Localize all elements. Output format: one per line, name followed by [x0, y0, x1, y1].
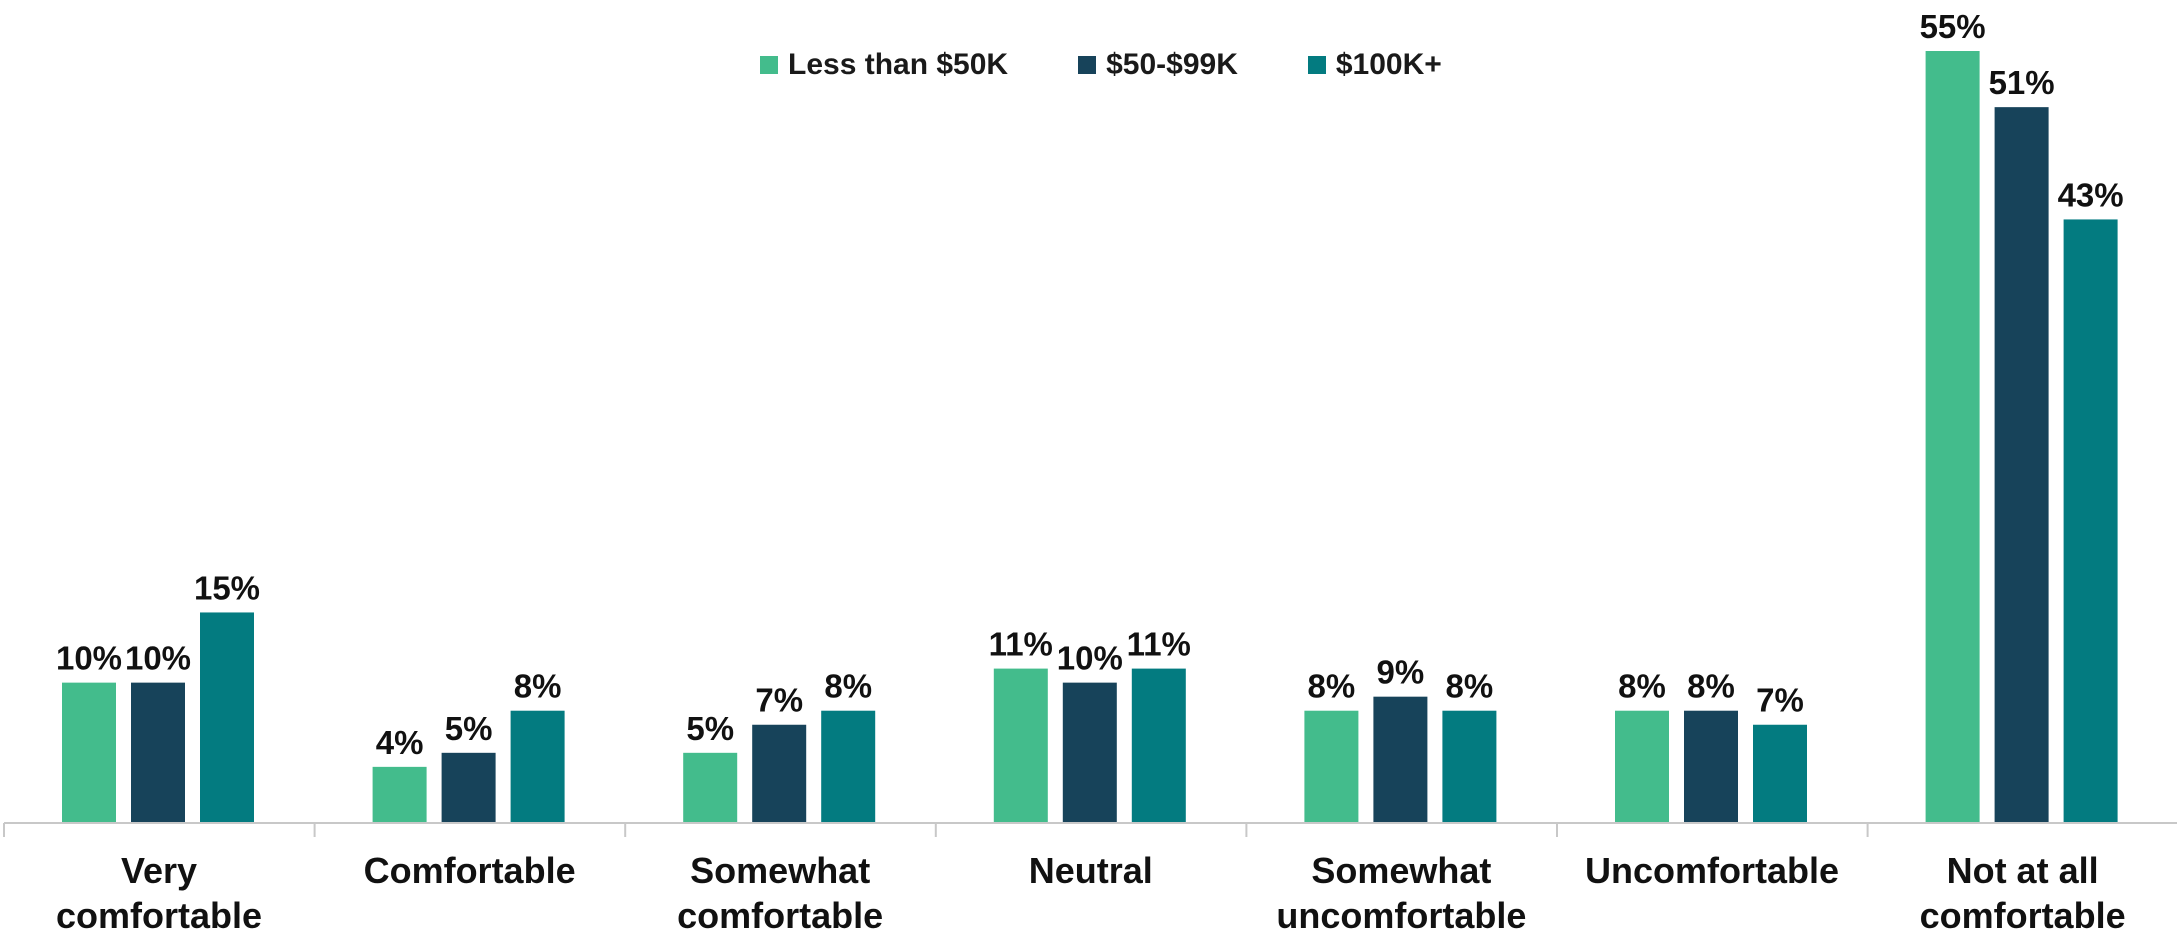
bar	[2063, 219, 2118, 823]
category-tick-label: Not at all comfortable	[1919, 850, 2126, 936]
data-label: 8%	[1308, 668, 1356, 705]
x-axis	[3, 822, 2177, 837]
bars-group	[62, 51, 2118, 824]
bar	[510, 710, 565, 823]
bar	[62, 682, 116, 823]
bar	[821, 710, 876, 823]
bar	[1615, 710, 1669, 823]
bar	[1442, 710, 1497, 823]
data-label: 4%	[376, 724, 424, 761]
bar	[683, 752, 738, 823]
bar	[1684, 710, 1738, 823]
data-label: 10%	[125, 640, 191, 677]
data-label: 9%	[1377, 654, 1425, 691]
bar	[1994, 107, 2049, 824]
legend-item-100k-plus: $100K+	[1307, 48, 1442, 82]
data-label: 8%	[824, 668, 872, 705]
data-label: 11%	[989, 626, 1053, 663]
data-label: 10%	[56, 640, 122, 677]
bar	[752, 724, 807, 823]
legend-item-50-99k: $50-$99K	[1078, 48, 1238, 82]
data-label: 8%	[1446, 668, 1494, 705]
category-tick-label: Somewhat uncomfortable	[1276, 850, 1527, 936]
bar	[1753, 724, 1807, 823]
legend-swatch	[1078, 56, 1097, 74]
bar	[441, 752, 496, 823]
data-label: 8%	[1687, 668, 1735, 705]
data-label: 7%	[755, 682, 803, 719]
category-tick-label: Uncomfortable	[1584, 850, 1840, 891]
legend-label: Less than $50K	[788, 48, 1009, 81]
category-tick-label: Neutral	[1028, 850, 1153, 891]
data-label: 51%	[1989, 64, 2055, 101]
bar	[1062, 682, 1117, 823]
data-label: 7%	[1756, 682, 1804, 719]
data-label: 11%	[1127, 626, 1191, 663]
legend-item-less-than-50k: Less than $50K	[760, 48, 1008, 82]
bar	[1373, 696, 1428, 823]
bar	[1304, 710, 1359, 823]
bar	[1925, 51, 1980, 823]
category-tick-label: Somewhat comfortable	[677, 850, 884, 936]
data-label: 5%	[686, 710, 734, 747]
bar	[993, 668, 1048, 823]
legend-swatch	[760, 56, 778, 74]
data-label: 43%	[2058, 176, 2124, 213]
legend-swatch	[1307, 56, 1326, 74]
category-tick-label: Comfortable	[363, 850, 576, 891]
data-label: 55%	[1920, 8, 1986, 45]
data-labels-group: 10% 10%15%4% 5%8%5%7% 8%11% 10% 11%8% 9% 8% 8% 8%…	[56, 8, 2124, 761]
bar	[200, 612, 254, 823]
bar	[372, 766, 427, 823]
data-label: 8%	[514, 668, 562, 705]
data-label: 10%	[1057, 640, 1123, 677]
legend-label: $100K+	[1335, 48, 1442, 81]
category-tick-label: Very comfortable	[55, 850, 263, 936]
data-label: 5%	[445, 710, 493, 747]
legend: Less than $50K $50-$99K $100K+	[760, 48, 1442, 82]
legend-label: $50-$99K	[1106, 48, 1238, 81]
data-label: 15%	[194, 569, 260, 606]
bar	[1131, 668, 1186, 823]
data-label: 8%	[1618, 668, 1666, 705]
bar	[131, 682, 185, 823]
